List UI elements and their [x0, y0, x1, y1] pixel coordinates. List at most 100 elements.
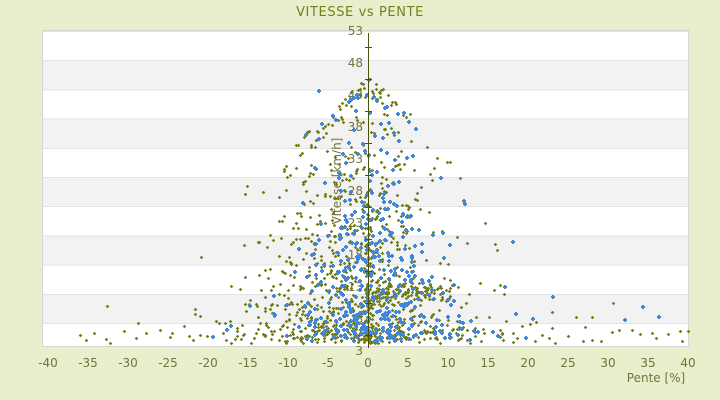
data-point	[334, 319, 339, 324]
data-point	[108, 341, 113, 346]
data-point	[475, 330, 480, 335]
data-point	[341, 292, 346, 297]
x-tick-label: -5	[322, 356, 334, 370]
data-point	[427, 210, 432, 214]
data-point	[630, 328, 635, 333]
data-point	[344, 219, 349, 224]
data-point	[221, 331, 226, 336]
data-point	[374, 170, 379, 175]
data-point	[382, 226, 387, 231]
data-point	[268, 267, 272, 271]
data-point	[342, 172, 347, 176]
data-point	[266, 276, 270, 280]
data-point	[325, 233, 330, 238]
data-point	[392, 182, 397, 187]
data-point	[369, 191, 374, 196]
data-point	[263, 268, 268, 273]
data-point	[395, 193, 399, 198]
data-point	[448, 302, 453, 307]
data-point	[296, 247, 301, 252]
data-point	[407, 274, 412, 279]
data-point	[306, 313, 311, 318]
data-point	[511, 340, 516, 345]
data-point	[387, 277, 392, 282]
data-point	[381, 289, 386, 294]
data-point	[460, 326, 465, 331]
data-point	[348, 190, 353, 195]
data-point	[385, 305, 390, 310]
data-point	[355, 256, 360, 261]
data-point	[399, 150, 404, 154]
data-point	[493, 243, 498, 247]
x-tick-label: -30	[118, 356, 138, 370]
data-point	[413, 273, 418, 278]
data-point	[351, 95, 356, 100]
data-point	[491, 329, 495, 334]
data-point	[337, 232, 342, 237]
data-point	[374, 242, 379, 247]
data-point	[261, 191, 266, 195]
data-point	[566, 334, 571, 339]
data-point	[678, 330, 683, 334]
y-minor-tick	[365, 111, 372, 112]
data-point	[389, 126, 394, 131]
data-point	[319, 222, 324, 227]
data-point	[338, 258, 343, 263]
data-point	[386, 93, 391, 97]
data-point	[440, 297, 445, 302]
data-point	[438, 328, 443, 333]
data-point	[287, 255, 292, 260]
data-point	[426, 145, 430, 149]
data-point	[338, 262, 342, 267]
y-minor-tick	[365, 175, 372, 176]
data-point	[360, 284, 365, 289]
data-point	[317, 238, 322, 243]
data-point	[420, 291, 425, 296]
y-minor-tick	[365, 271, 372, 272]
data-point	[448, 160, 452, 165]
data-point	[292, 275, 297, 279]
data-point	[284, 188, 289, 193]
data-point	[314, 272, 319, 277]
data-point	[399, 336, 403, 341]
data-point	[502, 293, 507, 297]
data-point	[550, 326, 555, 331]
data-point	[277, 195, 282, 200]
data-point	[334, 117, 339, 122]
data-point	[272, 293, 277, 298]
data-point	[333, 240, 338, 245]
data-point	[405, 269, 410, 274]
data-point	[531, 317, 535, 321]
y-axis-line	[368, 33, 369, 348]
data-point	[228, 323, 233, 328]
data-point	[355, 317, 360, 322]
x-tick-label: -40	[38, 356, 58, 370]
data-point	[441, 255, 446, 260]
data-point	[392, 130, 397, 135]
data-point	[483, 221, 488, 225]
data-point	[324, 320, 329, 325]
data-point	[574, 315, 579, 320]
data-point	[321, 295, 325, 299]
data-point	[134, 336, 139, 341]
data-point	[365, 296, 370, 301]
data-point	[402, 163, 407, 167]
data-point	[303, 304, 308, 309]
data-point	[338, 316, 343, 321]
data-point	[344, 336, 349, 341]
data-point	[291, 226, 296, 230]
data-point	[354, 254, 359, 259]
y-minor-tick	[365, 143, 372, 144]
data-point	[448, 332, 453, 337]
data-point	[372, 297, 377, 302]
data-point	[361, 203, 366, 208]
data-point	[400, 268, 405, 273]
data-point	[330, 285, 335, 290]
data-point	[358, 288, 363, 293]
data-point	[352, 316, 357, 321]
data-point	[394, 204, 399, 209]
y-minor-tick	[365, 335, 372, 336]
data-point	[339, 284, 344, 289]
data-point	[349, 98, 354, 103]
data-point	[192, 338, 196, 343]
